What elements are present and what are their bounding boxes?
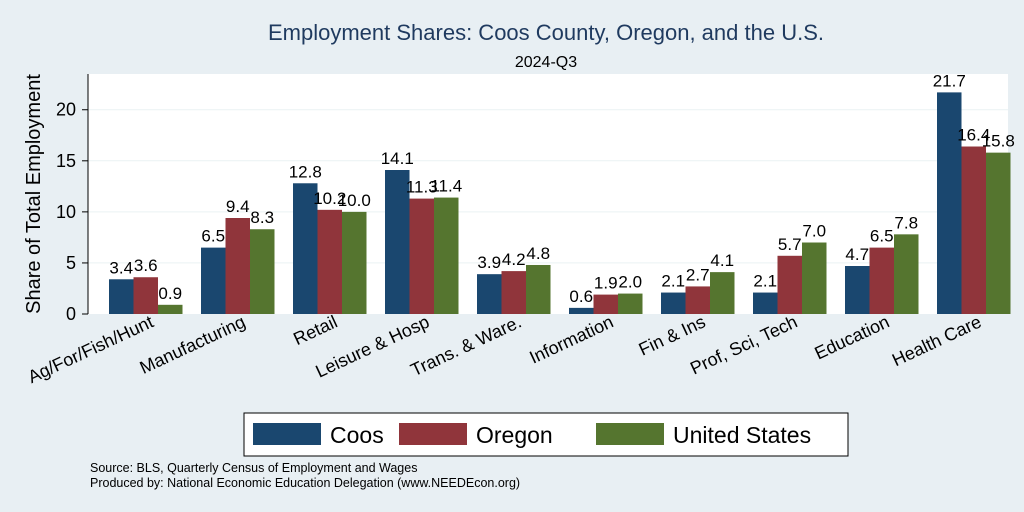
bar-value-label: 4.7 xyxy=(845,245,869,264)
bar-value-label: 4.2 xyxy=(502,250,526,269)
legend-label: Oregon xyxy=(476,422,553,448)
bar-value-label: 6.5 xyxy=(201,227,225,246)
bar xyxy=(158,304,183,314)
bar xyxy=(225,218,250,314)
bar-value-label: 0.6 xyxy=(569,287,593,306)
bar-value-label: 4.1 xyxy=(710,251,734,270)
legend-swatch xyxy=(253,423,321,445)
bar xyxy=(501,271,526,314)
y-tick-label: 0 xyxy=(66,304,76,324)
bar xyxy=(409,198,434,314)
y-axis-label: Share of Total Employment xyxy=(23,74,45,314)
bar-value-label: 9.4 xyxy=(226,197,250,216)
chart-subtitle: 2024-Q3 xyxy=(515,54,577,71)
y-tick-label: 5 xyxy=(66,253,76,273)
bar-value-label: 2.1 xyxy=(753,272,777,291)
bar-value-label: 0.9 xyxy=(158,284,182,303)
bar-value-label: 3.6 xyxy=(134,256,158,275)
bar xyxy=(342,211,367,314)
bar xyxy=(710,272,735,314)
category-label: Ag/For/Fish/Hunt xyxy=(25,311,157,387)
bar xyxy=(753,292,778,314)
bar xyxy=(477,274,502,314)
legend-swatch xyxy=(596,423,664,445)
category-label: Health Care xyxy=(889,311,985,370)
producer-note: Produced by: National Economic Education… xyxy=(90,476,520,490)
legend-swatch xyxy=(399,423,467,445)
y-tick-label: 15 xyxy=(56,151,76,171)
source-note: Source: BLS, Quarterly Census of Employm… xyxy=(90,461,417,475)
bar xyxy=(845,266,870,314)
bar-value-label: 3.9 xyxy=(477,253,501,272)
bar xyxy=(869,247,894,314)
bar-value-label: 16.4 xyxy=(957,126,990,145)
bar-value-label: 21.7 xyxy=(933,71,966,90)
bar xyxy=(777,255,802,314)
category-label: Education xyxy=(811,311,892,363)
bar-value-label: 5.7 xyxy=(778,235,802,254)
bar xyxy=(937,92,962,314)
legend-label: United States xyxy=(673,422,811,448)
bar xyxy=(133,277,158,314)
bar-value-label: 15.8 xyxy=(982,132,1015,151)
bar xyxy=(986,152,1011,314)
category-label: Fin & Ins xyxy=(636,311,709,359)
y-tick-label: 10 xyxy=(56,202,76,222)
category-label: Retail xyxy=(290,311,340,349)
bar-value-label: 11.4 xyxy=(430,177,462,196)
bar-value-label: 6.5 xyxy=(870,227,894,246)
category-label: Manufacturing xyxy=(137,311,249,377)
legend-box xyxy=(243,412,849,457)
y-tick-label: 20 xyxy=(56,100,76,120)
bar xyxy=(618,293,643,314)
bar-value-label: 7.0 xyxy=(802,222,826,241)
bar xyxy=(434,197,459,314)
category-label: Information xyxy=(526,311,616,367)
bar xyxy=(385,170,410,314)
bar xyxy=(109,279,134,314)
bar-value-label: 4.8 xyxy=(526,244,550,263)
bar-value-label: 1.9 xyxy=(594,274,618,293)
bar xyxy=(685,286,710,314)
bar xyxy=(569,307,594,314)
bar xyxy=(661,292,686,314)
bar-value-label: 7.8 xyxy=(894,213,918,232)
bar-value-label: 12.8 xyxy=(289,162,322,181)
chart-title: Employment Shares: Coos County, Oregon, … xyxy=(268,20,824,45)
bar-value-label: 2.0 xyxy=(618,273,642,292)
bar-value-label: 10.2 xyxy=(313,189,346,208)
bar xyxy=(894,234,919,314)
bar-value-label: 2.7 xyxy=(686,265,710,284)
bar xyxy=(593,294,618,314)
bar xyxy=(317,209,342,314)
bar-value-label: 8.3 xyxy=(250,208,274,227)
bar xyxy=(802,242,827,314)
legend-label: Coos xyxy=(330,422,384,448)
bar xyxy=(293,183,318,314)
bar-value-label: 14.1 xyxy=(381,149,414,168)
bar-value-label: 11.3 xyxy=(406,178,438,197)
bar xyxy=(250,229,275,314)
bar xyxy=(526,264,551,314)
bar-value-label: 3.4 xyxy=(109,258,133,277)
bar xyxy=(201,247,226,314)
bar-value-label: 2.1 xyxy=(661,272,685,291)
bar xyxy=(961,146,986,314)
bar-value-label: 10.0 xyxy=(338,191,371,210)
